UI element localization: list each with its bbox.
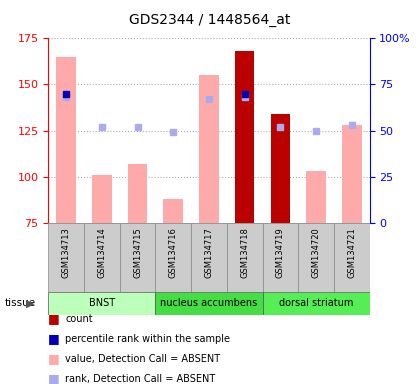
Text: ■: ■ — [48, 372, 60, 384]
Text: GSM134716: GSM134716 — [169, 228, 178, 278]
Bar — [306, 171, 326, 223]
Text: ■: ■ — [48, 352, 60, 365]
Text: ▶: ▶ — [26, 298, 34, 308]
Text: dorsal striatum: dorsal striatum — [279, 298, 353, 308]
Text: GSM134721: GSM134721 — [347, 228, 356, 278]
Bar — [270, 114, 290, 223]
Text: tissue: tissue — [4, 298, 35, 308]
Text: GSM134718: GSM134718 — [240, 228, 249, 278]
Text: GDS2344 / 1448564_at: GDS2344 / 1448564_at — [129, 13, 291, 27]
Text: count: count — [65, 314, 93, 324]
Bar — [227, 223, 262, 292]
Text: percentile rank within the sample: percentile rank within the sample — [65, 334, 230, 344]
Text: GSM134715: GSM134715 — [133, 228, 142, 278]
Bar — [84, 223, 120, 292]
Bar — [342, 125, 362, 223]
Bar — [128, 164, 147, 223]
Bar — [334, 223, 370, 292]
Text: ■: ■ — [48, 332, 60, 345]
Bar — [163, 199, 183, 223]
Text: value, Detection Call = ABSENT: value, Detection Call = ABSENT — [65, 354, 220, 364]
Text: BNST: BNST — [89, 298, 115, 308]
Text: rank, Detection Call = ABSENT: rank, Detection Call = ABSENT — [65, 374, 215, 384]
Bar — [235, 51, 255, 223]
Text: ■: ■ — [48, 312, 60, 325]
Bar — [92, 175, 112, 223]
Bar — [262, 223, 298, 292]
Bar — [155, 292, 262, 315]
Text: nucleus accumbens: nucleus accumbens — [160, 298, 257, 308]
Bar — [270, 114, 290, 223]
Bar — [48, 292, 155, 315]
Text: GSM134717: GSM134717 — [205, 228, 213, 278]
Bar — [262, 292, 370, 315]
Bar — [56, 57, 76, 223]
Bar — [235, 51, 255, 223]
Text: GSM134713: GSM134713 — [62, 228, 71, 278]
Bar — [199, 75, 219, 223]
Text: GSM134714: GSM134714 — [97, 228, 106, 278]
Text: GSM134720: GSM134720 — [312, 228, 320, 278]
Bar — [120, 223, 155, 292]
Text: GSM134719: GSM134719 — [276, 228, 285, 278]
Bar — [48, 223, 84, 292]
Bar — [298, 223, 334, 292]
Bar — [191, 223, 227, 292]
Bar — [155, 223, 191, 292]
